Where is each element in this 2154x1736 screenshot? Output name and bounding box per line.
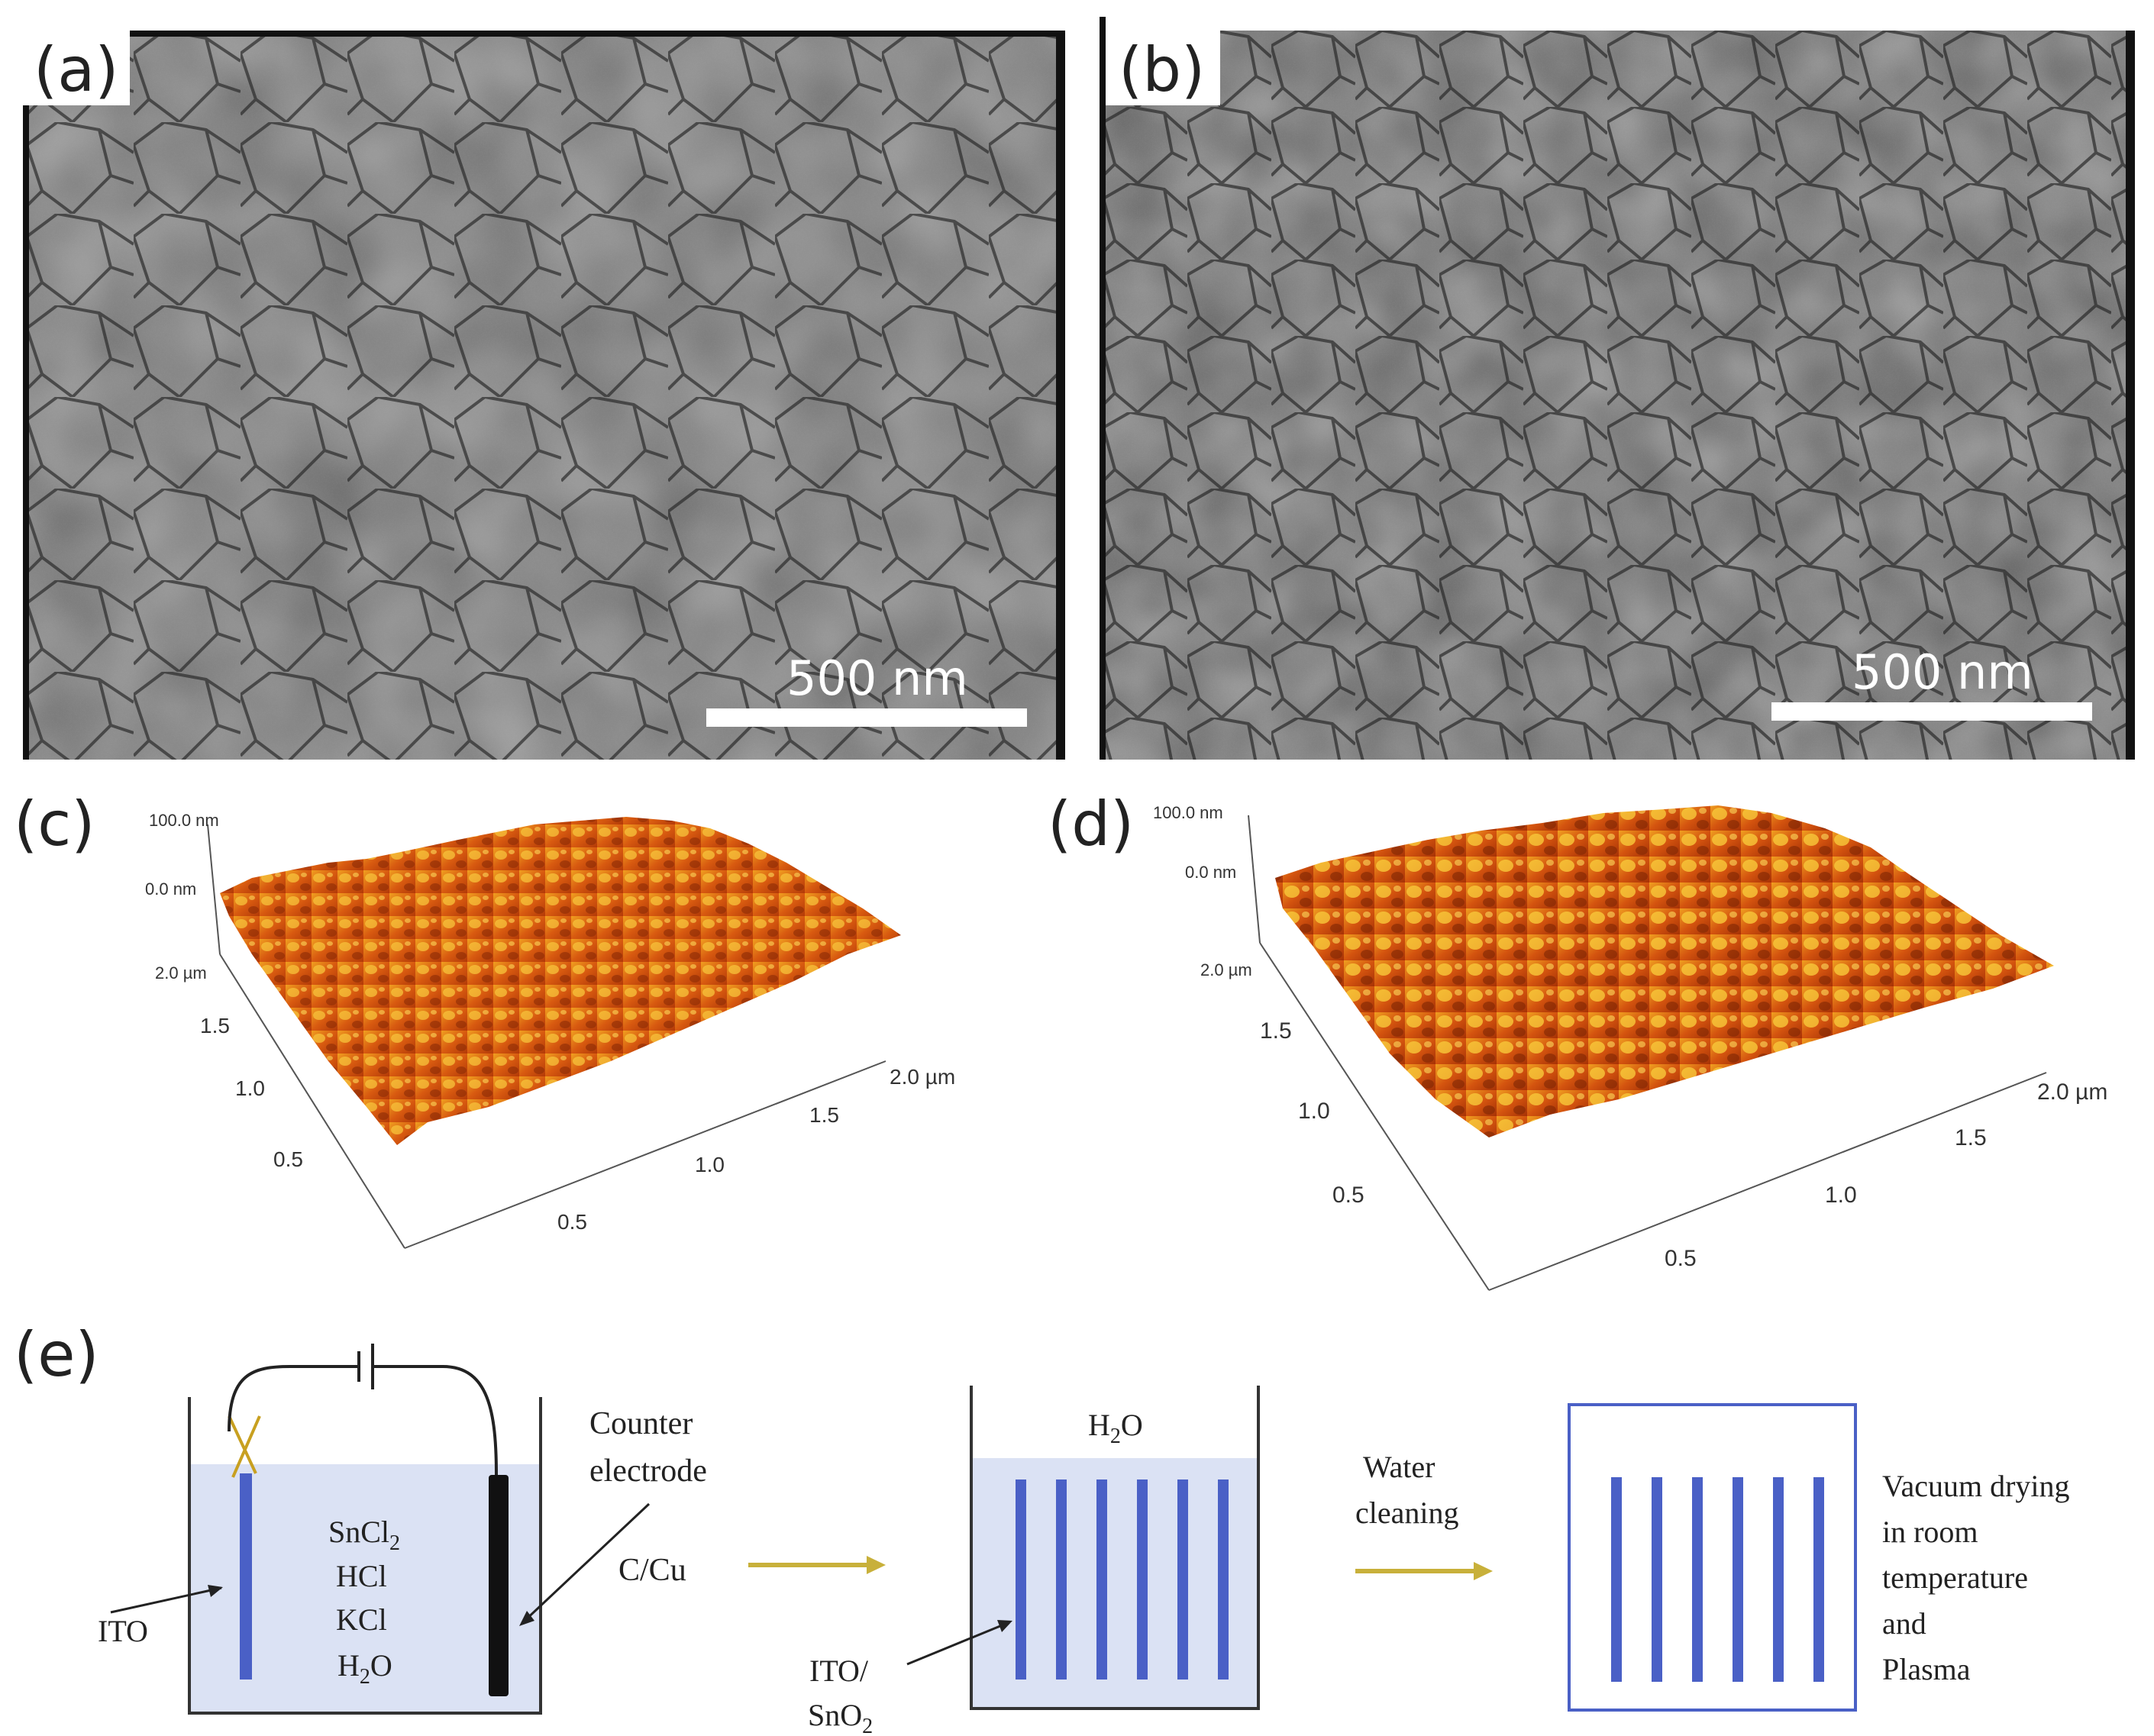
process-arrow-2: Water cleaning	[1355, 1450, 1493, 1580]
x-tick-d-2: 1.5	[1955, 1125, 1987, 1150]
panel-a-frame-left	[23, 105, 29, 760]
y-tick-d-3: 0.5	[1332, 1183, 1364, 1208]
counter-label-1: Counter	[589, 1406, 693, 1441]
bath-h2o: H2O	[1088, 1408, 1143, 1448]
afm-plot-c: 100.0 nm 0.0 nm 2.0 µm 1.5 1.0 0.5 0.5 1…	[145, 811, 955, 1249]
sem-image-a	[27, 31, 1065, 760]
y-tick-d-1: 1.5	[1260, 1018, 1292, 1044]
x-tick-c-1: 1.0	[695, 1153, 725, 1176]
step3-line-5: Plasma	[1882, 1652, 1971, 1686]
x-tick-d-1: 1.0	[1825, 1183, 1857, 1208]
y-tick-c-2: 1.0	[235, 1076, 265, 1100]
panel-c-label: (c)	[14, 789, 95, 860]
afm-plot-d: 100.0 nm 0.0 nm 2.0 µm 1.5 1.0 0.5 0.5 1…	[1153, 803, 2107, 1291]
panel-d-label: (d)	[1048, 789, 1135, 860]
x-tick-d-0: 0.5	[1665, 1246, 1697, 1271]
y-tick-d-0: 2.0 µm	[1200, 960, 1252, 979]
panel-a	[27, 31, 1065, 760]
solution-h2o: H2O	[337, 1648, 392, 1689]
counter-label-2: electrode	[589, 1454, 707, 1489]
panel-b-frame-right	[2126, 31, 2135, 760]
vacuum-drying-chamber: Vacuum drying in room temperature and Pl…	[1568, 1403, 2070, 1712]
z-top-label-c: 100.0 nm	[149, 811, 219, 830]
panel-a-frame-right	[1056, 31, 1065, 760]
water-bath: H2O ITO/ SnO2	[808, 1386, 1260, 1736]
panel-b-label-box	[1106, 31, 1220, 105]
step3-line-2: in room	[1882, 1515, 1978, 1549]
y-tick-c-3: 0.5	[273, 1147, 303, 1171]
ito-electrode	[240, 1473, 252, 1680]
counter-electrode	[489, 1475, 509, 1696]
afm-axes-d	[1248, 815, 2047, 1291]
electrodeposition-cell: SnCl2 HCl KCl H2O ITO Counter electrode …	[98, 1344, 707, 1715]
step3-line-3: temperature	[1882, 1560, 2028, 1595]
process-arrow-1	[748, 1556, 886, 1574]
sample-label-1: ITO/	[809, 1654, 869, 1688]
sample-label-2: SnO2	[808, 1698, 873, 1736]
z-zero-label-d: 0.0 nm	[1185, 863, 1236, 882]
solution-snc12: SnCl2	[328, 1515, 400, 1555]
scale-bar-label-b: 500 nm	[1852, 644, 2033, 700]
y-tick-c-1: 1.5	[200, 1014, 230, 1037]
counter-pointer	[522, 1502, 651, 1624]
ito-pointer	[110, 1586, 222, 1614]
clip-icon	[228, 1415, 261, 1478]
z-top-label-d: 100.0 nm	[1153, 803, 1223, 822]
panel-b-frame-left	[1100, 17, 1106, 760]
scale-bar-label-a: 500 nm	[786, 650, 968, 706]
circuit-wire	[228, 1365, 498, 1476]
x-tick-d-3: 2.0 µm	[2037, 1079, 2107, 1105]
ito-sno2-samples	[1016, 1479, 1229, 1680]
counter-material: C/Cu	[618, 1553, 686, 1588]
ito-label: ITO	[98, 1614, 148, 1648]
x-tick-c-0: 0.5	[557, 1210, 587, 1234]
scale-bar-a	[706, 708, 1027, 727]
panel-a-frame-top	[130, 31, 1065, 37]
scale-bar-b	[1771, 702, 2092, 721]
afm-surface-d	[1275, 805, 2054, 1137]
panel-a-label-box	[23, 31, 130, 105]
sample-pointer	[906, 1621, 1010, 1666]
solution-hcl: HCl	[336, 1559, 387, 1593]
panel-b	[1103, 31, 2134, 760]
panel-e-label: (e)	[14, 1319, 99, 1390]
y-tick-c-0: 2.0 µm	[155, 963, 207, 983]
process-schematic: SnCl2 HCl KCl H2O ITO Counter electrode …	[98, 1344, 2070, 1736]
solution-kcl: KCl	[336, 1602, 387, 1637]
x-tick-c-3: 2.0 µm	[890, 1065, 955, 1089]
afm-surface-c	[220, 817, 901, 1145]
afm-axes-c	[207, 824, 886, 1249]
panel-a-label: (a)	[34, 34, 119, 105]
y-tick-d-2: 1.0	[1298, 1099, 1330, 1124]
sem-image-b	[1103, 31, 2134, 760]
z-zero-label-c: 0.0 nm	[145, 879, 196, 899]
x-tick-c-2: 1.5	[809, 1103, 839, 1127]
water-cleaning-1: Water	[1363, 1450, 1435, 1484]
step3-line-4: and	[1882, 1606, 1926, 1641]
panel-b-label: (b)	[1119, 34, 1206, 105]
step3-line-1: Vacuum drying	[1882, 1469, 2070, 1503]
water-cleaning-2: cleaning	[1355, 1496, 1459, 1530]
